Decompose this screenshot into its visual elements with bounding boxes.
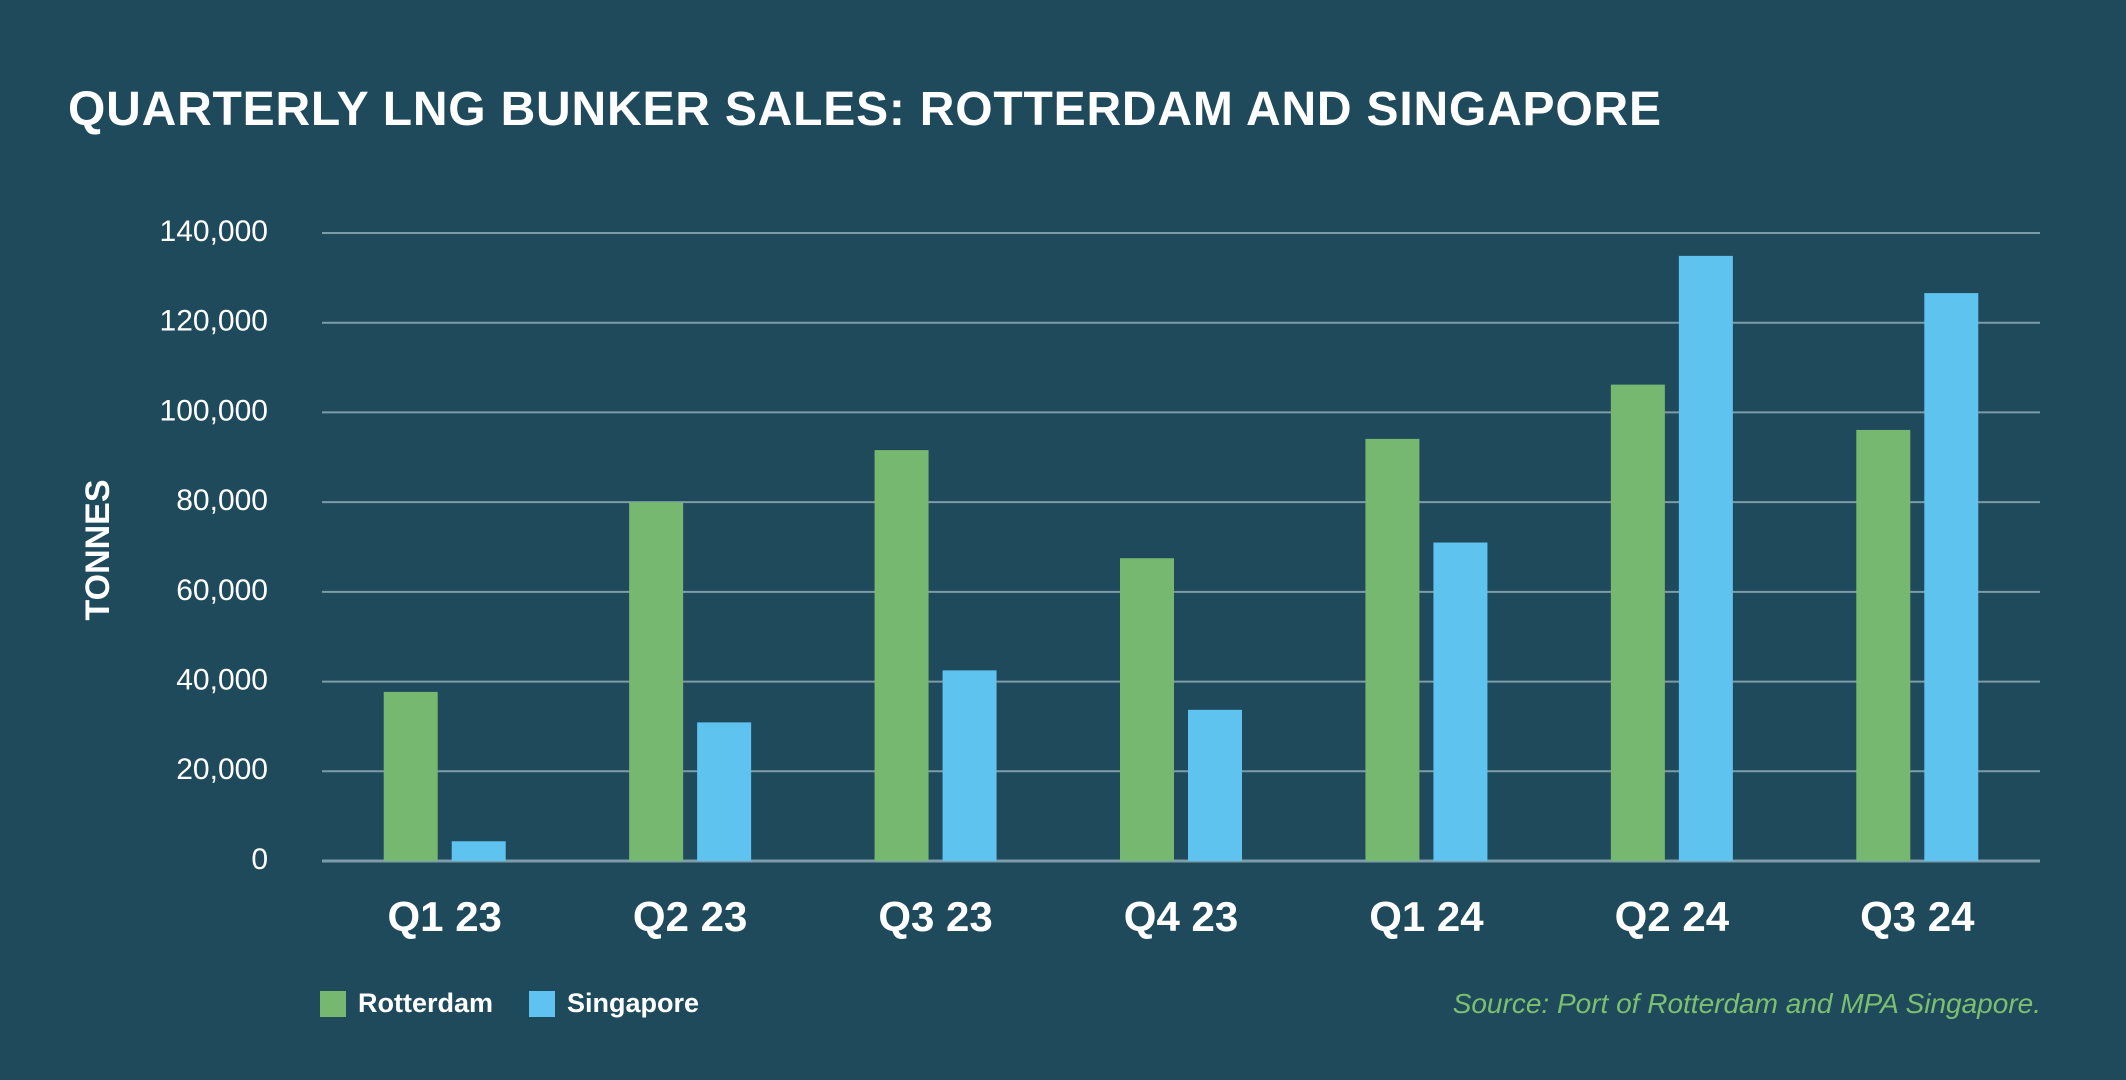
- legend-label-rotterdam: Rotterdam: [358, 988, 494, 1018]
- y-tick-label: 100,000: [160, 394, 268, 427]
- bar-singapore-q2-24: [1678, 255, 1733, 861]
- legend-item-rotterdam: Rotterdam: [320, 988, 493, 1019]
- bar-singapore-q1-23: [451, 841, 506, 861]
- legend-label-singapore: Singapore: [567, 988, 700, 1018]
- x-tick-label: Q2 23: [633, 893, 747, 940]
- bar-rotterdam-q1-23: [383, 691, 438, 861]
- x-tick-label: Q2 24: [1615, 893, 1730, 940]
- x-tick-label: Q3 24: [1860, 893, 1975, 940]
- y-tick-label: 20,000: [176, 753, 268, 786]
- x-tick-label: Q4 23: [1124, 893, 1238, 940]
- bar-singapore-q1-24: [1433, 542, 1488, 861]
- legend-swatch-rotterdam: [320, 990, 346, 1017]
- bars: [383, 255, 1979, 861]
- gridlines: [322, 232, 2040, 863]
- x-tick-label: Q3 23: [878, 893, 992, 940]
- y-tick-label: 140,000: [160, 215, 268, 248]
- x-tick-label: Q1 23: [388, 893, 502, 940]
- bar-singapore-q3-24: [1924, 293, 1979, 861]
- legend: Rotterdam Singapore: [320, 988, 699, 1019]
- x-axis-ticks: Q1 23 Q2 23 Q3 23 Q4 23 Q1 24 Q2 24 Q3 24: [388, 893, 1976, 940]
- chart-title: QUARTERLY LNG BUNKER SALES: ROTTERDAM AN…: [68, 83, 1662, 136]
- bar-singapore-q4-23: [1188, 709, 1242, 861]
- y-tick-label: 40,000: [176, 663, 268, 696]
- bar-rotterdam-q2-23: [629, 502, 684, 861]
- y-axis-ticks: 0 20,000 40,000 60,000 80,000 100,000 120,000 1…: [160, 215, 268, 876]
- bar-rotterdam-q4-23: [1120, 558, 1174, 861]
- bar-singapore-q2-23: [697, 722, 752, 861]
- y-tick-label: 80,000: [176, 484, 268, 517]
- legend-swatch-singapore: [529, 990, 556, 1017]
- bar-rotterdam-q3-23: [874, 450, 929, 861]
- y-tick-label: 0: [251, 843, 268, 876]
- bar-singapore-q3-23: [942, 670, 997, 861]
- y-axis-label: TONNES: [79, 479, 117, 620]
- y-tick-label: 60,000: [176, 574, 268, 607]
- x-tick-label: Q1 24: [1369, 893, 1484, 940]
- bar-rotterdam-q1-24: [1365, 438, 1420, 861]
- bar-rotterdam-q2-24: [1610, 384, 1665, 861]
- bar-rotterdam-q3-24: [1856, 429, 1911, 861]
- y-tick-label: 120,000: [160, 305, 268, 338]
- legend-item-singapore: Singapore: [529, 988, 699, 1019]
- source-note: Source: Port of Rotterdam and MPA Singap…: [1452, 988, 2041, 1019]
